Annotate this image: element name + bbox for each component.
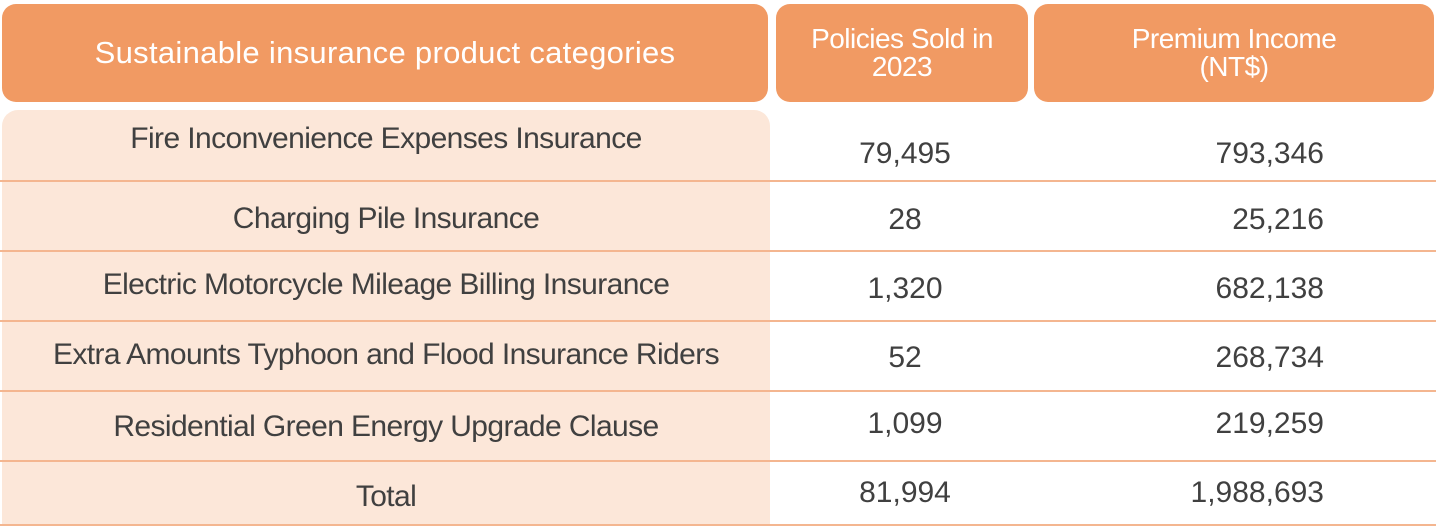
total-policies-sold: 81,994 bbox=[859, 476, 951, 509]
row-divider bbox=[0, 460, 1436, 462]
table-row: Electric Motorcycle Mileage Billing Insu… bbox=[0, 252, 1436, 322]
row-policies-sold: 1,320 bbox=[867, 272, 943, 305]
row-policies-sold: 28 bbox=[888, 203, 922, 236]
row-category: Charging Pile Insurance bbox=[232, 202, 540, 235]
row-category: Residential Green Energy Upgrade Clause bbox=[113, 410, 659, 443]
row-policies-sold: 79,495 bbox=[859, 137, 951, 170]
table-row: Residential Green Energy Upgrade Clause … bbox=[0, 392, 1436, 462]
table-row: Charging Pile Insurance 28 25,216 bbox=[0, 182, 1436, 252]
table-total-row: Total 81,994 1,988,693 bbox=[0, 462, 1436, 526]
row-category: Extra Amounts Typhoon and Flood Insuranc… bbox=[52, 338, 720, 371]
category-column-background bbox=[2, 110, 770, 526]
row-category: Electric Motorcycle Mileage Billing Insu… bbox=[102, 268, 670, 301]
row-policies-sold: 52 bbox=[888, 341, 922, 374]
row-premium-income: 682,138 bbox=[1215, 272, 1324, 305]
header-policies-sold: Policies Sold in 2023 bbox=[776, 4, 1028, 102]
row-category: Fire Inconvenience Expenses Insurance bbox=[130, 122, 642, 155]
table-row: Extra Amounts Typhoon and Flood Insuranc… bbox=[0, 322, 1436, 392]
header-category-label: Sustainable insurance product categories bbox=[94, 35, 676, 70]
row-premium-income: 25,216 bbox=[1232, 203, 1324, 236]
row-premium-income: 219,259 bbox=[1215, 407, 1324, 440]
row-premium-income: 268,734 bbox=[1215, 341, 1324, 374]
header-policies-line2: 2023 bbox=[871, 51, 933, 82]
total-premium-income: 1,988,693 bbox=[1190, 476, 1324, 509]
header-premium-income: Premium Income (NT$) bbox=[1034, 4, 1434, 102]
table-row: Fire Inconvenience Expenses Insurance 79… bbox=[0, 110, 1436, 182]
row-divider bbox=[0, 390, 1436, 392]
total-label: Total bbox=[355, 480, 417, 513]
row-divider bbox=[0, 320, 1436, 322]
header-premium-line2: (NT$) bbox=[1199, 51, 1269, 82]
row-divider bbox=[0, 180, 1436, 182]
header-policies-line1: Policies Sold in bbox=[811, 23, 993, 54]
header-premium-line1: Premium Income bbox=[1131, 23, 1337, 54]
row-divider bbox=[0, 250, 1436, 252]
row-premium-income: 793,346 bbox=[1215, 137, 1324, 170]
header-category: Sustainable insurance product categories bbox=[2, 4, 768, 102]
row-policies-sold: 1,099 bbox=[867, 407, 943, 440]
row-divider bbox=[0, 524, 1436, 526]
